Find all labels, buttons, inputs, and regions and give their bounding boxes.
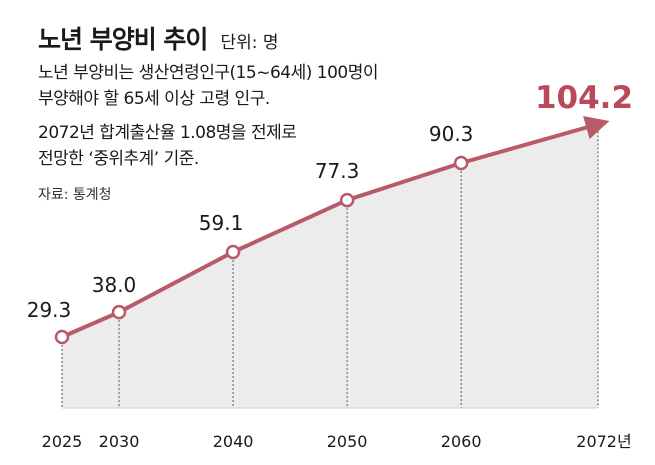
data-point <box>339 192 355 208</box>
value-label: 90.3 <box>429 122 474 146</box>
x-tick-label: 2030 <box>99 432 140 451</box>
value-label: 38.0 <box>92 273 137 297</box>
chart-title: 노년 부양비 추이 <box>38 25 208 54</box>
note-line-4: 전망한 ‘중위추계’ 기준. <box>38 149 199 169</box>
x-tick-labels: 2025 2030 2040 2050 2060 2072년 <box>42 432 632 451</box>
value-label: 29.3 <box>27 298 72 322</box>
note-line-2: 부양해야 할 65세 이상 고령 인구. <box>38 89 270 109</box>
value-label: 104.2 <box>535 80 633 116</box>
data-points <box>54 155 469 345</box>
note-line-1: 노년 부양비는 생산연령인구(15~64세) 100명이 <box>38 63 379 83</box>
x-tick-label: 2072년 <box>576 432 631 451</box>
source-note: 자료: 통계청 <box>38 187 112 203</box>
data-point <box>111 304 127 320</box>
data-point <box>453 155 469 171</box>
x-tick-label: 2025 <box>42 432 83 451</box>
drop-lines <box>61 123 599 408</box>
title-block: 노년 부양비 추이 단위: 명 <box>38 20 279 56</box>
series-line <box>61 115 610 339</box>
area-fill <box>62 123 598 408</box>
x-tick-label: 2060 <box>441 432 482 451</box>
value-label: 77.3 <box>315 159 360 183</box>
note-line-3: 2072년 합계출산율 1.08명을 전제로 <box>38 123 297 143</box>
value-labels: 29.3 38.0 59.1 77.3 90.3 104.2 <box>27 80 633 322</box>
x-tick-label: 2040 <box>213 432 254 451</box>
data-point <box>54 329 70 345</box>
x-tick-label: 2050 <box>327 432 368 451</box>
unit-label: 단위: 명 <box>220 33 279 53</box>
data-point <box>225 244 241 260</box>
value-label: 59.1 <box>199 211 244 235</box>
